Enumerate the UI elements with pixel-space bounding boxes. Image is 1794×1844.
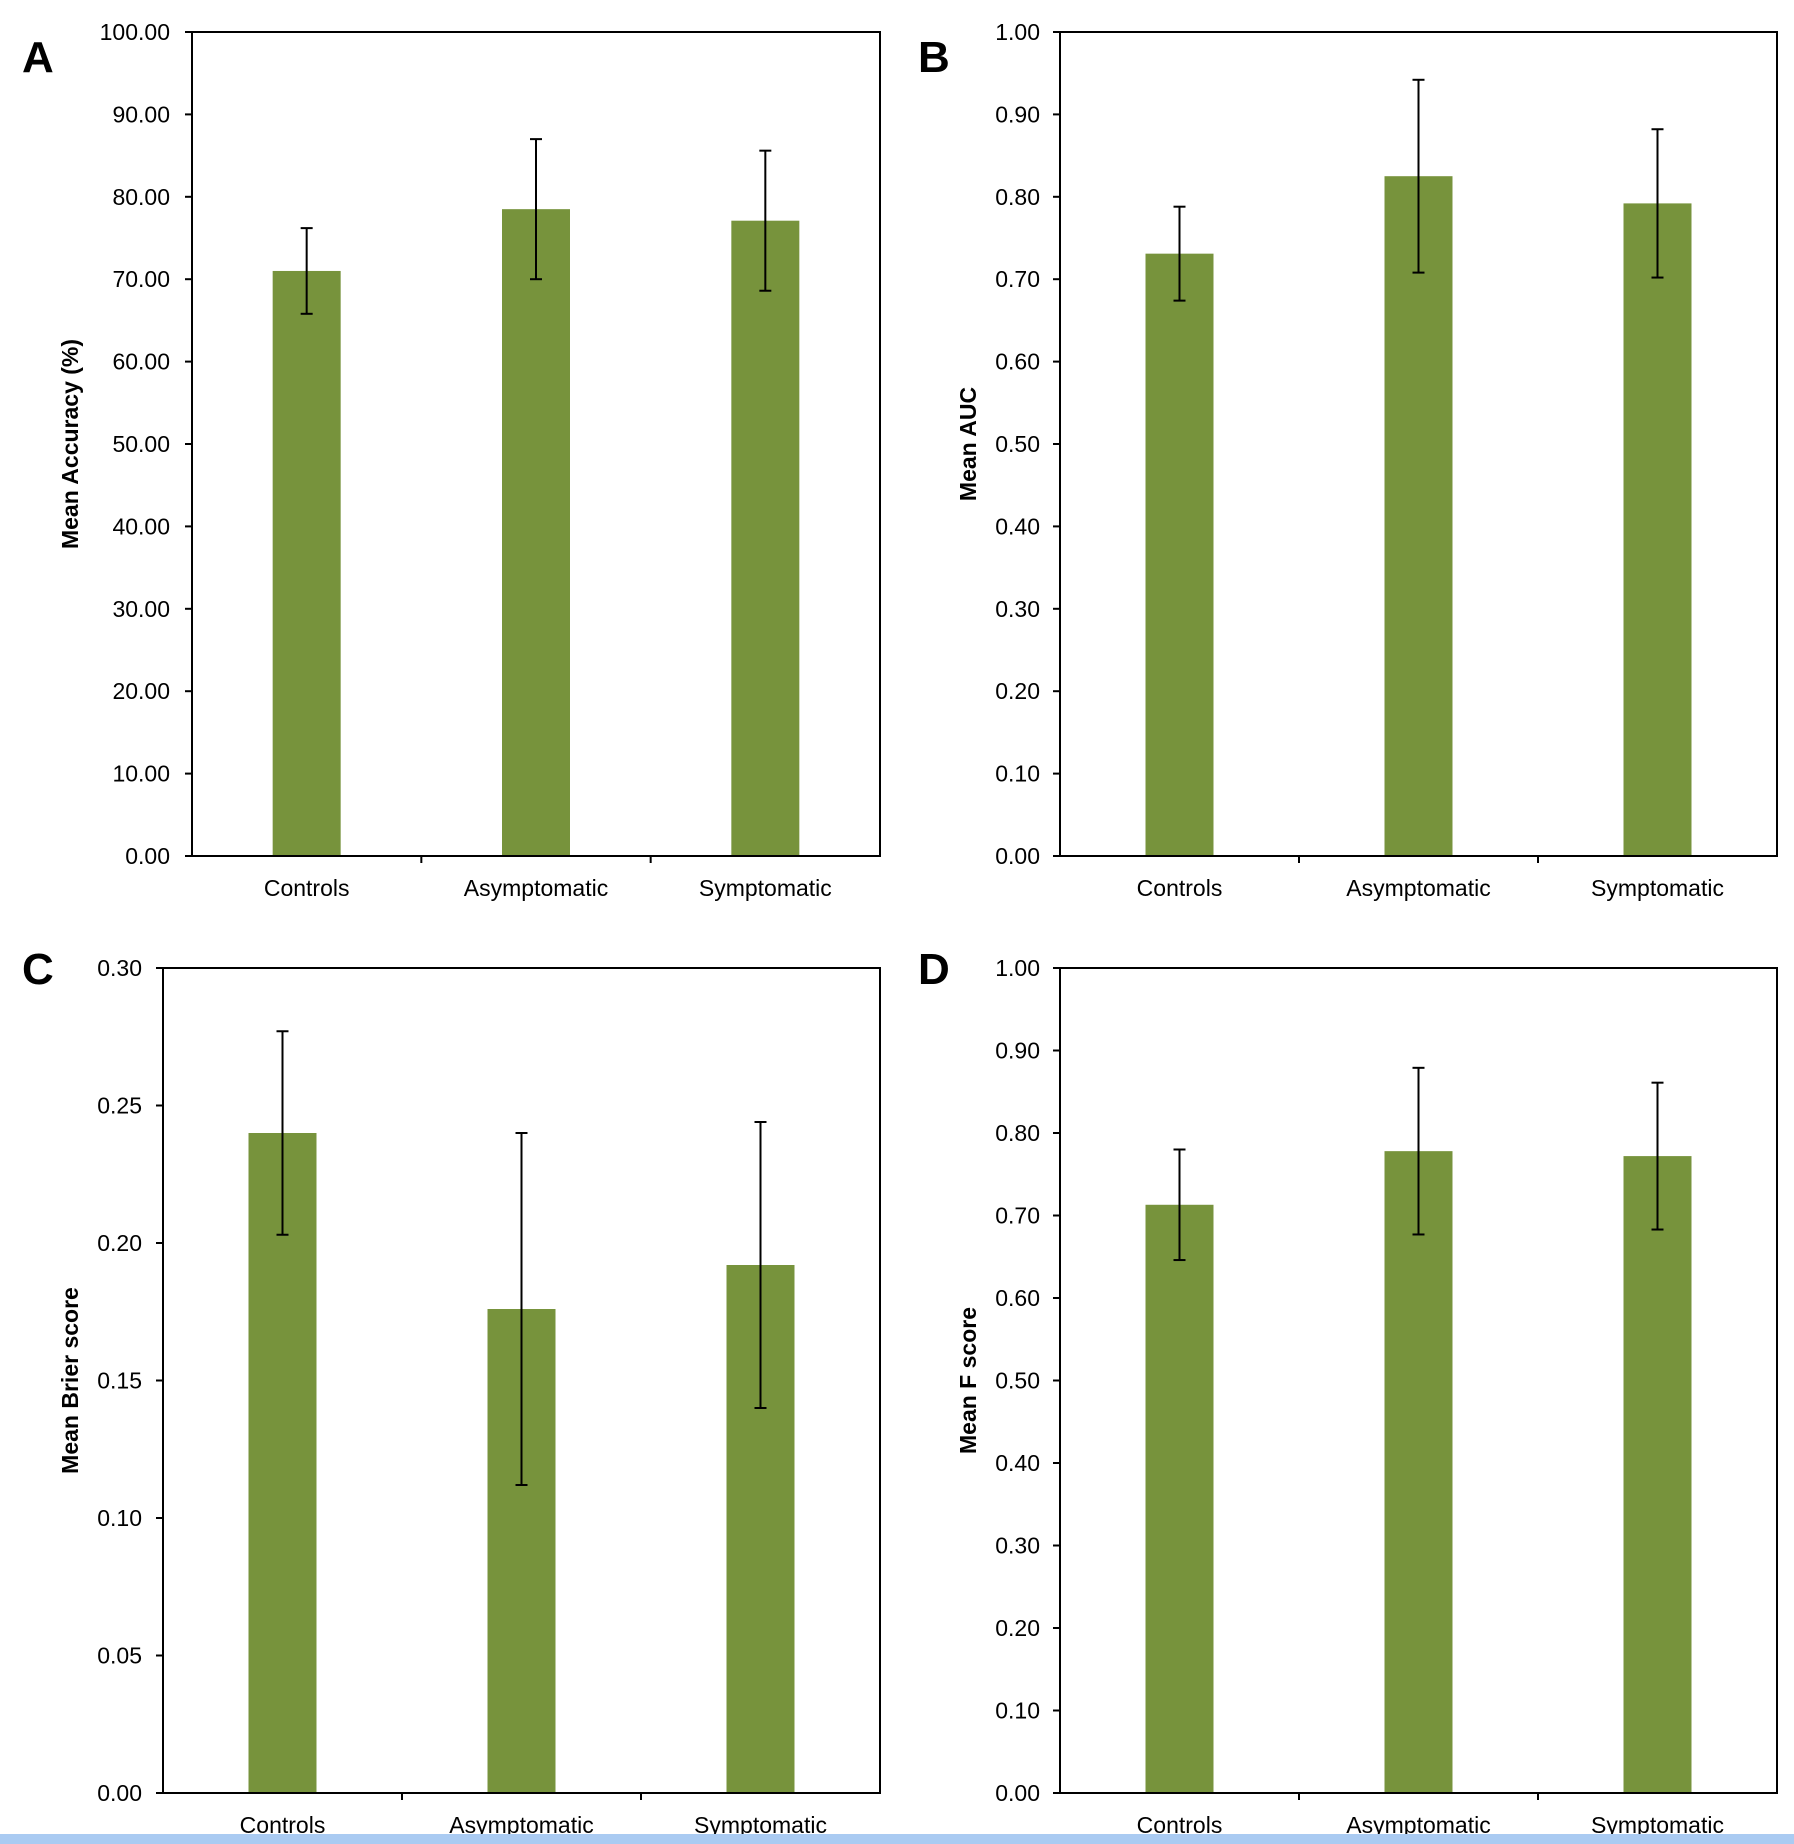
- x-category-label: Asymptomatic: [1346, 1812, 1490, 1838]
- y-tick-label: 60.00: [112, 349, 170, 375]
- panel-label: A: [22, 33, 54, 82]
- y-tick-label: 0.40: [995, 513, 1040, 539]
- y-tick-label: 100.00: [100, 19, 170, 45]
- x-category-label: Symptomatic: [1591, 1812, 1724, 1838]
- y-tick-label: 0.10: [995, 761, 1040, 787]
- x-category-label: Asymptomatic: [1346, 875, 1490, 901]
- y-tick-label: 50.00: [112, 431, 170, 457]
- y-tick-label: 0.30: [97, 955, 142, 981]
- y-tick-label: 0.10: [995, 1698, 1040, 1724]
- x-category-label: Controls: [240, 1812, 326, 1838]
- y-tick-label: 0.10: [97, 1505, 142, 1531]
- x-category-label: Symptomatic: [699, 875, 832, 901]
- bar-asymptomatic: [1384, 176, 1453, 856]
- y-tick-label: 80.00: [112, 184, 170, 210]
- x-category-label: Controls: [1137, 1812, 1223, 1838]
- y-tick-label: 70.00: [112, 266, 170, 292]
- y-tick-label: 0.00: [97, 1780, 142, 1806]
- x-category-label: Controls: [264, 875, 350, 901]
- chart-panel-a: A 0.00 10.00 20.00 30.00 40.00 50.00 60.00 70.00…: [22, 19, 881, 901]
- y-tick-label: 0.25: [97, 1093, 142, 1119]
- panel-label: B: [918, 33, 950, 82]
- chart-panel-d: D 0.00 0.10 0.20 0.30 0.40 0.50 0.60 0.70 0.80 0.9…: [918, 945, 1778, 1838]
- x-category-label: Asymptomatic: [449, 1812, 593, 1838]
- y-axis-label: Mean Brier score: [57, 1287, 83, 1474]
- y-tick-label: 0.50: [995, 431, 1040, 457]
- y-tick-label: 20.00: [112, 678, 170, 704]
- bar-controls: [272, 270, 341, 857]
- bar-asymptomatic: [502, 209, 570, 856]
- y-tick-label: 0.50: [995, 1368, 1040, 1394]
- x-category-label: Symptomatic: [694, 1812, 827, 1838]
- y-tick-label: 0.05: [97, 1643, 142, 1669]
- panel-label: C: [22, 945, 54, 994]
- y-tick-label: 0.00: [995, 843, 1040, 869]
- bar-controls: [248, 1133, 317, 1793]
- y-tick-label: 0.70: [995, 266, 1040, 292]
- y-axis-label: Mean Accuracy (%): [57, 339, 83, 549]
- chart-panel-c: C 0.00 0.05 0.10 0.15 0.20 0.25 0.30 Controls Asy…: [22, 945, 881, 1838]
- y-tick-label: 30.00: [112, 596, 170, 622]
- y-tick-label: 90.00: [112, 101, 170, 127]
- y-tick-label: 40.00: [112, 513, 170, 539]
- y-axis-label: Mean AUC: [955, 387, 981, 501]
- y-tick-label: 0.30: [995, 596, 1040, 622]
- y-tick-label: 0.00: [125, 843, 170, 869]
- bar-symptomatic: [1623, 1156, 1692, 1793]
- bar-symptomatic: [731, 220, 800, 857]
- y-axis-label: Mean F score: [955, 1307, 981, 1454]
- bar-asymptomatic: [1384, 1151, 1453, 1793]
- x-category-label: Asymptomatic: [464, 875, 608, 901]
- chart-panel-b: B 0.00 0.10 0.20 0.30 0.40 0.50 0.60 0.70 0.80 0.9…: [918, 19, 1778, 901]
- y-tick-label: 0.20: [995, 678, 1040, 704]
- y-tick-label: 1.00: [995, 955, 1040, 981]
- y-tick-label: 0.80: [995, 184, 1040, 210]
- bottom-band: [0, 1834, 1794, 1844]
- y-tick-label: 0.20: [97, 1230, 142, 1256]
- y-tick-label: 1.00: [995, 19, 1040, 45]
- bar-controls: [1145, 253, 1214, 856]
- y-tick-label: 0.20: [995, 1615, 1040, 1641]
- y-tick-label: 0.60: [995, 349, 1040, 375]
- y-tick-label: 0.90: [995, 1038, 1040, 1064]
- y-tick-label: 0.80: [995, 1120, 1040, 1146]
- x-category-label: Controls: [1137, 875, 1223, 901]
- y-tick-label: 0.30: [995, 1533, 1040, 1559]
- bar-symptomatic: [1623, 203, 1692, 857]
- panel-label: D: [918, 945, 950, 994]
- y-tick-label: 0.70: [995, 1203, 1040, 1229]
- y-tick-label: 0.00: [995, 1780, 1040, 1806]
- y-tick-label: 0.90: [995, 101, 1040, 127]
- y-tick-label: 0.15: [97, 1368, 142, 1394]
- y-tick-label: 0.40: [995, 1450, 1040, 1476]
- x-category-label: Symptomatic: [1591, 875, 1724, 901]
- bar-controls: [1145, 1204, 1214, 1793]
- y-tick-label: 0.60: [995, 1285, 1040, 1311]
- y-tick-label: 10.00: [112, 761, 170, 787]
